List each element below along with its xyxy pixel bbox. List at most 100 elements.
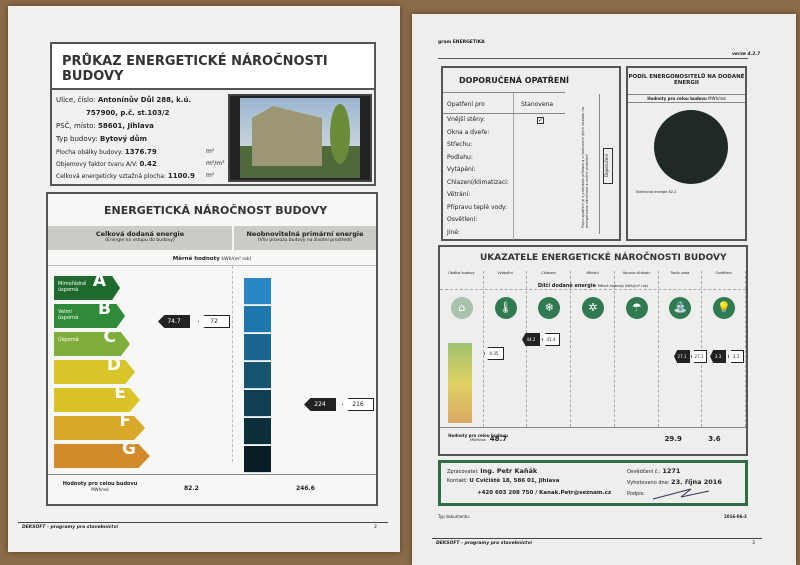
indicator-column: Úprava vlhkosti [615,271,659,427]
measures-title: DOPORUČENÁ OPATŘENÍ [459,76,570,85]
info-value: Bytový dům [99,135,147,143]
primary-energy-scale-segment [244,446,271,473]
info-unit: m²/m³ [206,160,225,167]
info-value: Antonínův Důl 288, k.ú. [97,96,192,104]
pie-chart-electricity [654,110,728,184]
measure-row: Vytápění: [447,164,565,177]
building-photo [228,94,372,182]
primary-energy-scale-segment [244,362,271,389]
col-header-set: Stanovena [521,101,554,108]
indicator-column-header: Osvětlení [715,271,732,275]
cooling-icon: ❄ [538,297,561,319]
left-page-number: 2 [374,525,377,530]
class-letter: D [106,355,121,375]
delivered-value-tag: 74.7 [158,315,190,328]
measure-label: Podlahu: [447,153,473,161]
measure-row: Okna a dveře: [447,127,565,140]
author-contact: +420 603 208 750 / Kanak.Petr@seznam.cz [477,490,612,496]
right-page-number: 3 [752,541,755,546]
primary-energy-subtitle: (Vliv provozu budovy na životní prostřed… [257,238,353,243]
energy-carriers-box: PODÍL ENERGONOSITELŮ NA DODANÉ ENERGII H… [626,66,747,241]
info-label: Plocha obálky budovy: [56,149,123,156]
indicator-total: 48.7 [489,435,507,443]
measure-label: Chlazení/klimatizaci: [447,178,509,186]
class-letter: G [122,439,136,459]
info-value: 1100.9 [167,172,195,180]
measure-row: Osvětlení: [447,214,565,227]
indicator-column: Teplá voda [659,271,703,427]
specific-values-unit: kWh/(m² rok) [221,257,252,262]
measure-label: Vytápění: [447,166,476,173]
indicator-column: Vytápění [484,271,528,427]
author-name: Ing. Petr Kaňák [480,467,538,475]
indicator-column: Osvětlení [702,271,746,427]
measure-row: Přípravu teplé vody: [447,202,565,215]
col-header-measure: Opatření pro [447,101,485,108]
date-label: Vyhotoveno dne: [627,480,670,486]
primary-energy-scale-segment [244,278,271,305]
hot-water-icon: ⛲ [669,297,692,319]
measure-row: Podlahu: [447,152,565,165]
info-label: Ulice, číslo: [56,96,96,104]
indicator-column-header: Chlazení [541,271,557,275]
checkbox-checked-icon[interactable]: ✓ [537,117,544,124]
recommendations-button[interactable]: Doporučení [603,148,613,184]
measure-label: Vnější stěny: [447,116,486,123]
building-info-box: Ulice, číslo: Antonínův Důl 288, k.ú. 75… [50,88,376,186]
primary-value-tag: 224 [304,398,336,411]
energy-class-a: Mimořádně úsporná A [54,276,120,300]
left-footer: DEKSOFT - programy pro stavebnictví [22,525,118,530]
contact-label: Kontakt: [447,478,468,484]
indicators-title: UKAZATELE ENERGETICKÉ NÁROČNOSTI BUDOVY [480,253,727,263]
info-unit: m² [206,148,215,155]
info-label: PSČ, místo: [56,122,96,130]
partial-energy-unit: Měrné hodnoty kWh/(m² rok) [597,284,649,288]
primary-energy-scale-segment [244,418,271,445]
total-label: Hodnoty pro celou budovu [62,481,138,487]
specific-values-label: Měrné hodnoty [172,256,220,262]
primary-energy-scale-segment [244,334,271,361]
author-address: U Cvičiště 18, 586 01, Jihlava [469,478,560,484]
class-label: Úsporná [58,337,79,343]
indicator-column-header: Teplá voda [670,271,690,275]
class-letter: F [119,411,131,431]
hot-water-value-tag: 27.1 [674,350,690,363]
lighting-value-tag: 3.3 [710,350,726,363]
class-letter: A [92,271,106,291]
cert-label: Osvědčení č.: [627,469,661,475]
measure-row: Vnější stěny: ✓ [447,114,565,127]
ventilation-icon: ✲ [582,297,604,319]
measure-label: Okna a dveře: [447,128,490,136]
envelope-value-tag: 0.35 [484,347,504,360]
total-delivered: 82.2 [184,485,199,492]
carriers-unit: MWh/rok [708,96,726,101]
info-list: Ulice, číslo: Antonínův Důl 288, k.ú. 75… [56,96,226,184]
recommended-measures-box: DOPORUČENÁ OPATŘENÍ Opatření pro Stanove… [441,66,621,241]
primary-energy-title: Neobnovitelná primární energie [246,230,364,238]
humidity-icon: ☂ [625,297,648,319]
page-title: PRŮKAZ ENERGETICKÉ NÁROČNOSTI BUDOVY [62,54,328,84]
program-name: gram ENERGETIKA [438,40,485,45]
indicators-total-label: Hodnoty pro celou budovu [448,433,508,438]
doc-code: 2016-06-3 [724,514,747,519]
indicator-column-header: Větrání [586,271,599,275]
energy-class-d: D [54,360,135,384]
info-label: Typ budovy: [56,135,98,143]
energy-class-e: E [54,388,140,412]
cert-number: 1271 [662,467,681,475]
class-letter: C [103,327,116,347]
heating-icon: 🌡 [494,297,517,319]
energy-class-g: G [54,444,150,468]
info-value: 0.42 [139,160,157,168]
delivered-energy-title: Celková dodaná energie [95,230,185,238]
right-footer: DEKSOFT - programy pro stavebnictví [436,541,532,546]
indicator-column: Větrání [571,271,615,427]
partial-energy-label: Dílčí dodané energie [537,283,596,289]
energy-performance-box: ENERGETICKÁ NÁROČNOST BUDOVY Celková dod… [46,192,378,506]
indicator-column: Obálka budovy [440,271,484,427]
info-unit: m² [206,172,215,179]
energy-title: ENERGETICKÁ NÁROČNOST BUDOVY [104,204,328,217]
class-label: Velmi úsporná [58,309,79,321]
measures-side-note: Popis opatření je v protokolu průkazu a … [581,107,589,228]
pie-legend: Elektrická energie 82.2 [636,190,677,194]
